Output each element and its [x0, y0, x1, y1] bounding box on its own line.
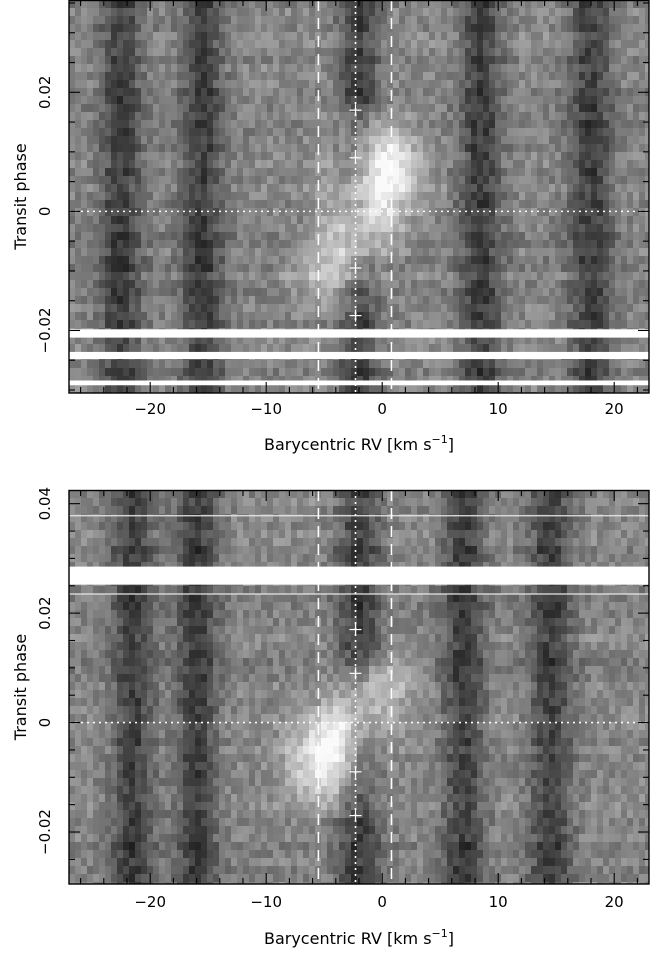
x-tick-label: 0 — [377, 893, 387, 911]
cross-marker — [349, 667, 362, 680]
y-tick-label: −0.02 — [36, 809, 54, 855]
x-axis-label: Barycentric RV [km s−1] — [264, 927, 454, 948]
gap-band — [69, 566, 649, 585]
y-axis-label: Transit phase — [11, 143, 30, 250]
panel-top: −20 −10 0 10 20 −0.02 0 0.02 Barycentric RV [km … — [11, 0, 650, 454]
heatmap-image — [69, 0, 649, 393]
cross-marker — [349, 765, 362, 778]
cross-marker — [349, 809, 362, 822]
heatmap-image — [69, 490, 649, 884]
gap-band — [69, 380, 649, 386]
y-tick-label: 0.02 — [36, 596, 54, 629]
y-tick-label: 0 — [36, 718, 54, 728]
x-tick-label: −20 — [134, 893, 166, 911]
x-tick-label: −10 — [250, 893, 282, 911]
cross-marker — [349, 151, 362, 164]
cross-marker — [349, 104, 362, 117]
y-tick-label: 0 — [36, 207, 54, 217]
y-tick-label: 0.04 — [36, 487, 54, 520]
y-tick-label: −0.02 — [36, 307, 54, 353]
gap-band — [69, 329, 649, 338]
x-tick-label: 10 — [489, 893, 508, 911]
x-tick-label: 20 — [605, 893, 624, 911]
cross-marker — [349, 261, 362, 274]
cross-marker — [349, 623, 362, 636]
x-tick-label: −10 — [250, 400, 282, 418]
gap-band — [69, 351, 649, 360]
x-tick-label: 10 — [489, 400, 508, 418]
x-tick-label: 0 — [377, 400, 387, 418]
x-tick-label: −20 — [134, 400, 166, 418]
y-tick-label: 0.02 — [36, 76, 54, 109]
cross-marker — [349, 309, 362, 322]
x-tick-label: 20 — [605, 400, 624, 418]
y-axis-label: Transit phase — [11, 634, 30, 741]
panel-bottom: −20 −10 0 10 20 −0.02 0 0.02 0.04 Barycentric RV … — [11, 487, 650, 948]
x-axis-label: Barycentric RV [km s−1] — [264, 433, 454, 454]
